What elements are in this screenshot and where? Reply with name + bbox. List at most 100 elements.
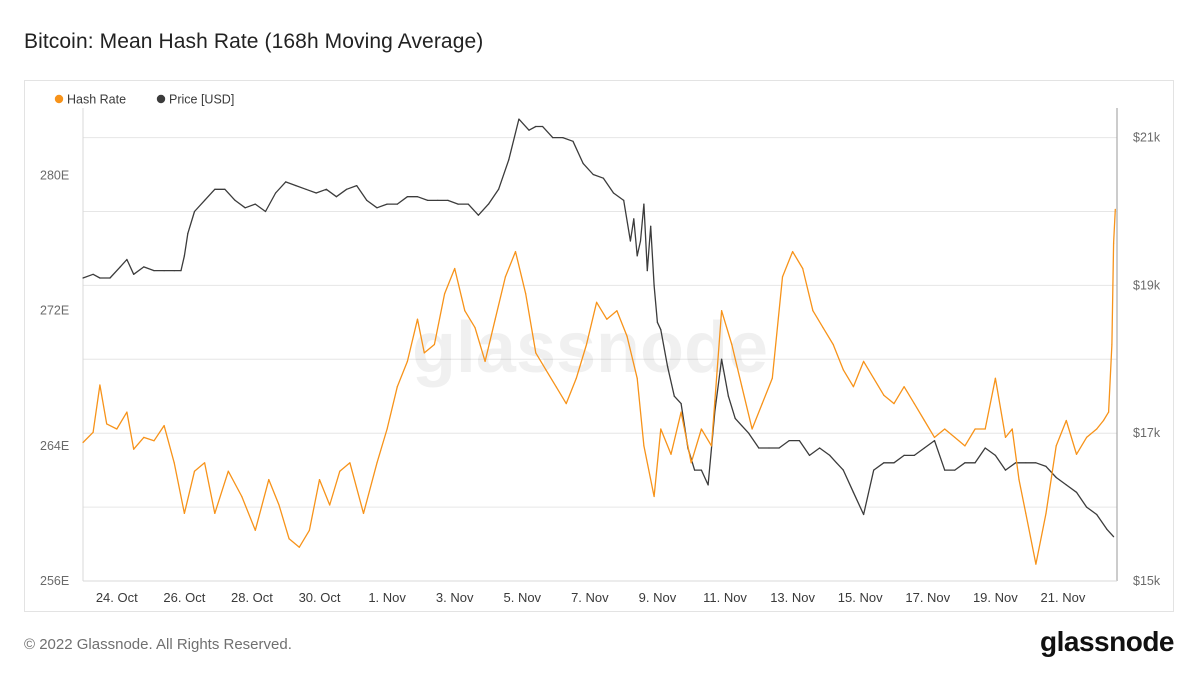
price-line-point: [99, 277, 101, 279]
hash-rate-line-point: [792, 251, 794, 253]
hash-rate-line-point: [386, 428, 388, 430]
price-line-point: [852, 491, 855, 493]
hash-rate-line-point: [822, 327, 824, 329]
price-line-point: [633, 218, 635, 220]
y-left-tick-label: 280E: [40, 169, 69, 183]
hash-rate-line-point: [626, 335, 628, 337]
chart-title: Bitcoin: Mean Hash Rate (168h Moving Ave…: [24, 30, 484, 53]
price-line-point: [883, 462, 885, 464]
price-line-point: [582, 162, 584, 164]
hash-rate-line-point: [82, 441, 84, 444]
hash-rate-line-point: [555, 386, 557, 388]
hash-rate-line-point: [1055, 445, 1057, 447]
price-line-point: [518, 118, 520, 120]
hash-rate-line-point: [690, 462, 692, 464]
price-line-point: [325, 188, 327, 190]
legend-label: Hash Rate: [67, 93, 126, 107]
price-line-point: [1075, 491, 1078, 493]
x-tick-label: 15. Nov: [838, 590, 883, 605]
y-axis-left: 256E 264E 272E 280E: [40, 169, 69, 588]
hash-rate-line-point: [318, 479, 321, 481]
hash-rate-line-point: [133, 448, 135, 450]
price-line-point: [694, 469, 696, 471]
legend[interactable]: Hash Rate Price [USD]: [54, 93, 234, 107]
y-right-tick-label: $17k: [1133, 426, 1161, 440]
hash-rate-line-point: [484, 360, 486, 362]
price-line-point: [562, 137, 564, 139]
price-line-point: [119, 266, 121, 268]
hash-rate-line-point: [1035, 563, 1037, 565]
hash-rate-line-point: [396, 386, 398, 388]
price-line-point: [650, 225, 652, 227]
price-line-point: [180, 270, 182, 272]
hash-rate-line-point: [1004, 436, 1007, 438]
price-line-point: [153, 270, 155, 272]
hash-rate-line-point: [721, 310, 723, 312]
price-line-point: [187, 233, 189, 235]
price-line-point: [173, 270, 175, 272]
price-line-point: [944, 469, 946, 471]
price-line-point: [437, 199, 439, 201]
hash-rate-line-point: [944, 428, 946, 430]
hash-rate-line-point: [812, 310, 814, 312]
hash-rate-line-point: [494, 318, 496, 320]
hash-rate-line-point: [204, 462, 206, 464]
price-line-point: [457, 203, 459, 205]
price-line-point: [143, 266, 145, 268]
hash-rate-line-point: [99, 384, 101, 386]
hash-rate-line-point: [525, 293, 527, 295]
y-right-tick-label: $19k: [1133, 278, 1161, 292]
price-line-point: [863, 513, 865, 516]
hash-rate-line-point: [535, 352, 537, 354]
price-line-point: [467, 203, 469, 205]
x-tick-label: 7. Nov: [571, 590, 609, 605]
grid-lines: [82, 108, 1118, 582]
x-axis: 24. Oct 26. Oct 28. Oct 30. Oct 1. Nov 3. Nov…: [96, 590, 1086, 605]
hash-rate-line-point: [1108, 411, 1110, 413]
hash-rate-line-point: [106, 423, 108, 425]
price-line-point: [346, 188, 348, 190]
hash-rate-line-point: [1075, 453, 1078, 455]
brand-logo[interactable]: glassnode: [1040, 626, 1174, 657]
price-line-point: [639, 240, 642, 242]
x-tick-label: 9. Nov: [639, 590, 677, 605]
hash-rate-line-point: [741, 386, 743, 388]
price-line-point: [1045, 465, 1047, 467]
hash-rate-line-point: [268, 479, 270, 481]
hash-rate-line-point: [636, 377, 638, 379]
hash-rate-line-point: [863, 360, 865, 362]
legend-marker: [156, 94, 166, 104]
price-line-point: [819, 447, 821, 449]
hash-rate-line-point: [464, 310, 466, 312]
price-line-point: [1035, 462, 1037, 464]
hash-rate-line-point: [227, 470, 229, 472]
price-line-point: [923, 447, 926, 449]
hash-rate-line-point: [329, 504, 331, 506]
price-line-point: [535, 125, 537, 128]
price-line-point: [244, 207, 246, 209]
hash-rate-line-point: [183, 512, 185, 515]
price-line-point: [653, 284, 655, 286]
price-line-point: [133, 273, 135, 275]
hash-rate-line-point: [92, 431, 94, 433]
price-line-point: [1055, 476, 1057, 479]
price-line-point: [183, 255, 185, 257]
price-line-point: [1096, 513, 1098, 516]
hash-rate-line-point: [832, 343, 834, 346]
price-line-point: [673, 395, 675, 397]
hash-rate-line-point: [606, 318, 608, 320]
price-line-point: [1015, 462, 1017, 464]
x-tick-label: 21. Nov: [1041, 590, 1086, 605]
price-line-point: [163, 270, 165, 272]
price-line-point: [994, 454, 997, 456]
watermark-text: glassnode: [412, 308, 768, 388]
x-tick-label: 19. Nov: [973, 590, 1018, 605]
price-line-point: [1086, 506, 1088, 508]
hash-rate-line-point: [163, 425, 165, 427]
price-line-point: [612, 192, 615, 194]
hash-rate-line-point: [1018, 479, 1020, 481]
hash-rate-line-point: [339, 470, 341, 472]
price-line-point: [721, 358, 723, 360]
hash-rate-line-point: [433, 343, 435, 346]
y-left-tick-label: 264E: [40, 439, 69, 453]
